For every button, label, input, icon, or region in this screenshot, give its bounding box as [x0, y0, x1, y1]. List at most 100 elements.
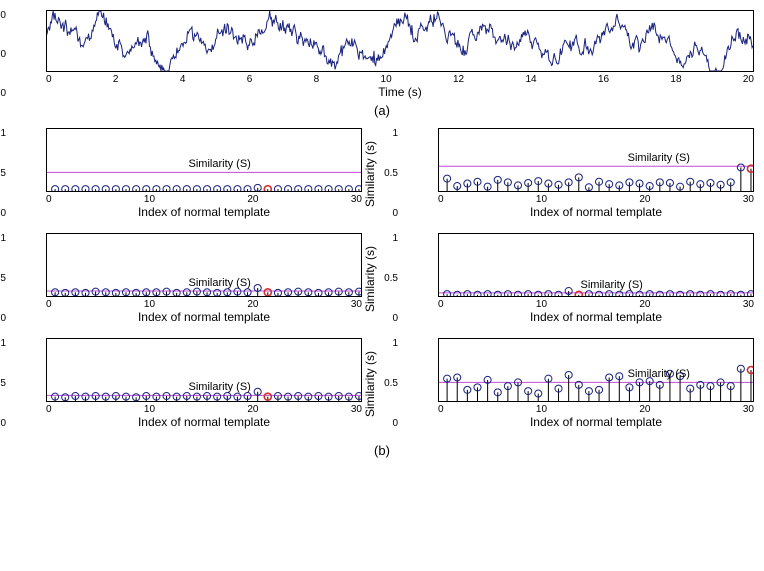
- xtick: 20: [743, 74, 754, 85]
- timeseries-svg: [47, 11, 753, 71]
- xtick: 30: [351, 299, 362, 310]
- ylabel: Similarity (s): [363, 246, 377, 312]
- ytick: 0: [0, 418, 6, 429]
- xlabel: Index of normal template: [438, 205, 754, 219]
- stem-panel: Similarity (S): [438, 338, 754, 402]
- xticks: 0102030: [46, 402, 362, 415]
- xtick: 20: [247, 194, 258, 205]
- xtick: 20: [639, 299, 650, 310]
- ytick: 0: [374, 418, 398, 429]
- xtick: 10: [536, 194, 547, 205]
- stem-panel: Similarity (S): [46, 233, 362, 297]
- panel-b-cell: 10.50Similarity (s)Similarity (S)0102030…: [10, 338, 362, 429]
- xtick: 0: [438, 194, 444, 205]
- yticks: 10.50: [374, 338, 398, 429]
- ylabel: Similarity (s): [363, 141, 377, 207]
- panel-b-cell: 10.50Similarity (s)Similarity (S)0102030…: [402, 128, 754, 219]
- stem-panel: Similarity (S): [46, 338, 362, 402]
- ytick: 0.5: [374, 378, 398, 389]
- ytick: -100: [0, 88, 6, 99]
- xtick: 10: [536, 299, 547, 310]
- stem-svg: [439, 234, 753, 296]
- xticks: 0 10 20 30: [438, 192, 754, 205]
- panel-b-grid: 10.50Similarity (s)Similarity (S)0102030…: [10, 128, 754, 429]
- xlabel: Index of normal template: [438, 415, 754, 429]
- xtick: 0: [438, 404, 444, 415]
- figure-container: 100 0 -100 02468101214161820 Time (s) (a…: [10, 10, 754, 458]
- xtick: 10: [144, 194, 155, 205]
- ytick: 0.5: [0, 168, 6, 179]
- ytick: 1: [374, 128, 398, 139]
- ytick: 0: [374, 313, 398, 324]
- xtick: 10: [144, 404, 155, 415]
- xtick: 8: [314, 74, 320, 85]
- ytick: 0.5: [374, 273, 398, 284]
- ytick: 0.5: [0, 273, 6, 284]
- ytick: 1: [0, 233, 6, 244]
- xtick: 20: [639, 194, 650, 205]
- panel-b-row: 10.50Similarity (s)Similarity (S)0102030…: [10, 338, 754, 429]
- xtick: 0: [46, 299, 52, 310]
- xlabel: Index of normal template: [438, 310, 754, 324]
- yticks: 10.50: [0, 128, 6, 219]
- ytick: 0: [0, 49, 6, 60]
- xtick: 30: [743, 404, 754, 415]
- panel-b-cell: 10.50Similarity (s)Similarity (S)0102030…: [10, 128, 362, 219]
- xtick: 12: [453, 74, 464, 85]
- ytick: 0.5: [0, 378, 6, 389]
- yticks: 10.50: [0, 233, 6, 324]
- panel-b-row: 10.50Similarity (s)Similarity (S)0102030…: [10, 233, 754, 324]
- ytick: 1: [374, 233, 398, 244]
- ytick: 1: [374, 338, 398, 349]
- panel-b-row: 10.50Similarity (s)Similarity (S)0102030…: [10, 128, 754, 219]
- stem-panel: Similarity (S): [438, 233, 754, 297]
- xlabel: Index of normal template: [46, 415, 362, 429]
- xtick: 16: [598, 74, 609, 85]
- xtick: 30: [351, 194, 362, 205]
- stem-svg: [439, 129, 753, 191]
- xtick: 14: [525, 74, 536, 85]
- xtick: 18: [670, 74, 681, 85]
- panel-b-cell: 10.50Similarity (s)Similarity (S)0102030…: [402, 233, 754, 324]
- xtick: 30: [743, 194, 754, 205]
- xtick: 10: [381, 74, 392, 85]
- yticks: 10.50: [374, 128, 398, 219]
- stem-panel: Similarity (S): [46, 128, 362, 192]
- sublabel-b: (b): [10, 443, 754, 458]
- xtick: 2: [113, 74, 119, 85]
- xtick: 20: [247, 299, 258, 310]
- xlabel: Index of normal template: [46, 310, 362, 324]
- ylabel: Similarity (s): [363, 351, 377, 417]
- stem-svg: [47, 339, 361, 401]
- stem-svg: [47, 129, 361, 191]
- xtick: 30: [351, 404, 362, 415]
- ytick: 1: [0, 128, 6, 139]
- ytick: 0: [0, 208, 6, 219]
- xticks: 0102030: [46, 192, 362, 205]
- xticks: 0 10 20 30: [438, 297, 754, 310]
- xtick: 10: [144, 299, 155, 310]
- panel-a-yticks: 100 0 -100: [0, 10, 6, 99]
- xtick: 10: [536, 404, 547, 415]
- stem-panel: Similarity (S): [438, 128, 754, 192]
- stem-svg: [439, 339, 753, 401]
- yticks: 10.50: [374, 233, 398, 324]
- panel-a: [46, 10, 754, 72]
- yticks: 10.50: [0, 338, 6, 429]
- xtick: 4: [180, 74, 186, 85]
- xtick: 0: [438, 299, 444, 310]
- ytick: 0: [0, 313, 6, 324]
- sublabel-a: (a): [10, 103, 754, 118]
- xticks: 0 10 20 30: [46, 297, 362, 310]
- xticks: 0102030: [438, 402, 754, 415]
- panel-a-xlabel: Time (s): [46, 85, 754, 99]
- panel-b-cell: 10.50Similarity (s)Similarity (S)0102030…: [10, 233, 362, 324]
- panel-b-cell: 10.50Similarity (s)Similarity (S)0102030…: [402, 338, 754, 429]
- panel-a-wrap: 100 0 -100 02468101214161820 Time (s): [10, 10, 754, 99]
- xtick: 20: [247, 404, 258, 415]
- xtick: 30: [743, 299, 754, 310]
- ytick: 0.5: [374, 168, 398, 179]
- xtick: 6: [247, 74, 253, 85]
- xtick: 0: [46, 74, 52, 85]
- ytick: 1: [0, 338, 6, 349]
